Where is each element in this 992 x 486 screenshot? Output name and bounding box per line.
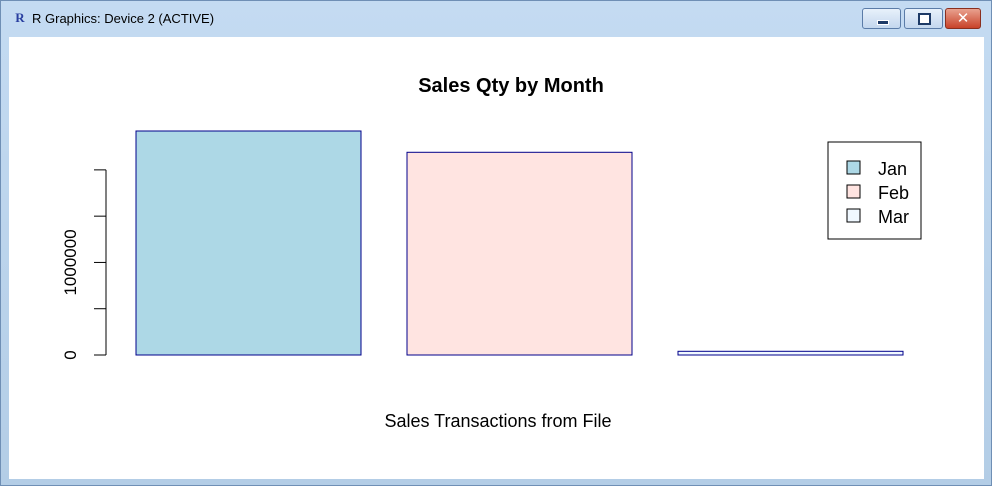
maximize-icon [918, 13, 931, 25]
bar-chart: Sales Qty by Month Sales Transactions fr… [61, 75, 922, 431]
minimize-icon [877, 20, 889, 25]
close-icon: ✕ [956, 9, 970, 27]
x-axis-label: Sales Transactions from File [384, 411, 611, 431]
maximize-button[interactable] [904, 8, 943, 29]
legend-swatch-jan [846, 160, 861, 175]
y-tick-label: 0 [61, 350, 80, 359]
r-logo-icon[interactable]: R [15, 10, 25, 25]
legend-box [827, 141, 922, 240]
bar-mar [677, 350, 904, 356]
legend-label-feb: Feb [878, 183, 909, 203]
legend-label-mar: Mar [878, 207, 909, 227]
chart-title: Sales Qty by Month [418, 75, 604, 97]
close-button[interactable]: ✕ [945, 8, 981, 29]
y-tick-label: 1000000 [61, 229, 80, 295]
plot-area: Sales Qty by Month Sales Transactions fr… [9, 37, 984, 479]
bar-jan [135, 130, 362, 356]
bars-group [135, 130, 904, 356]
legend-swatch-feb [846, 184, 861, 199]
legend: Jan Feb Mar [827, 141, 922, 240]
minimize-button[interactable] [862, 8, 901, 29]
legend-swatch-mar [846, 208, 861, 223]
title-bar[interactable]: R R Graphics: Device 2 (ACTIVE) ✕ [1, 1, 991, 35]
legend-label-jan: Jan [878, 159, 907, 179]
y-axis: 0 1000000 [61, 169, 107, 360]
bar-feb [406, 151, 633, 356]
window-title: R Graphics: Device 2 (ACTIVE) [32, 11, 215, 26]
